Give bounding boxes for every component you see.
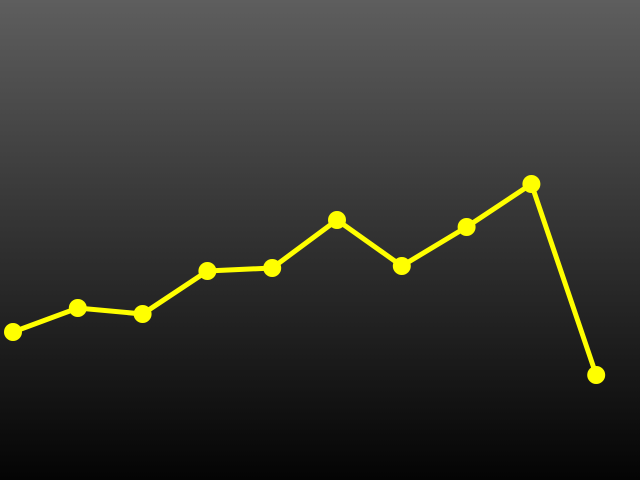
- data-point: [68, 299, 87, 317]
- data-point: [587, 366, 606, 384]
- data-point: [4, 323, 22, 341]
- data-point: [457, 218, 476, 236]
- data-point: [263, 259, 282, 277]
- series-line: [12, 180, 599, 376]
- series-layer: [4, 175, 606, 384]
- data-point: [133, 305, 152, 323]
- data-point: [328, 211, 346, 229]
- data-point: [198, 262, 217, 280]
- data-point: [392, 257, 411, 275]
- data-point: [522, 175, 541, 193]
